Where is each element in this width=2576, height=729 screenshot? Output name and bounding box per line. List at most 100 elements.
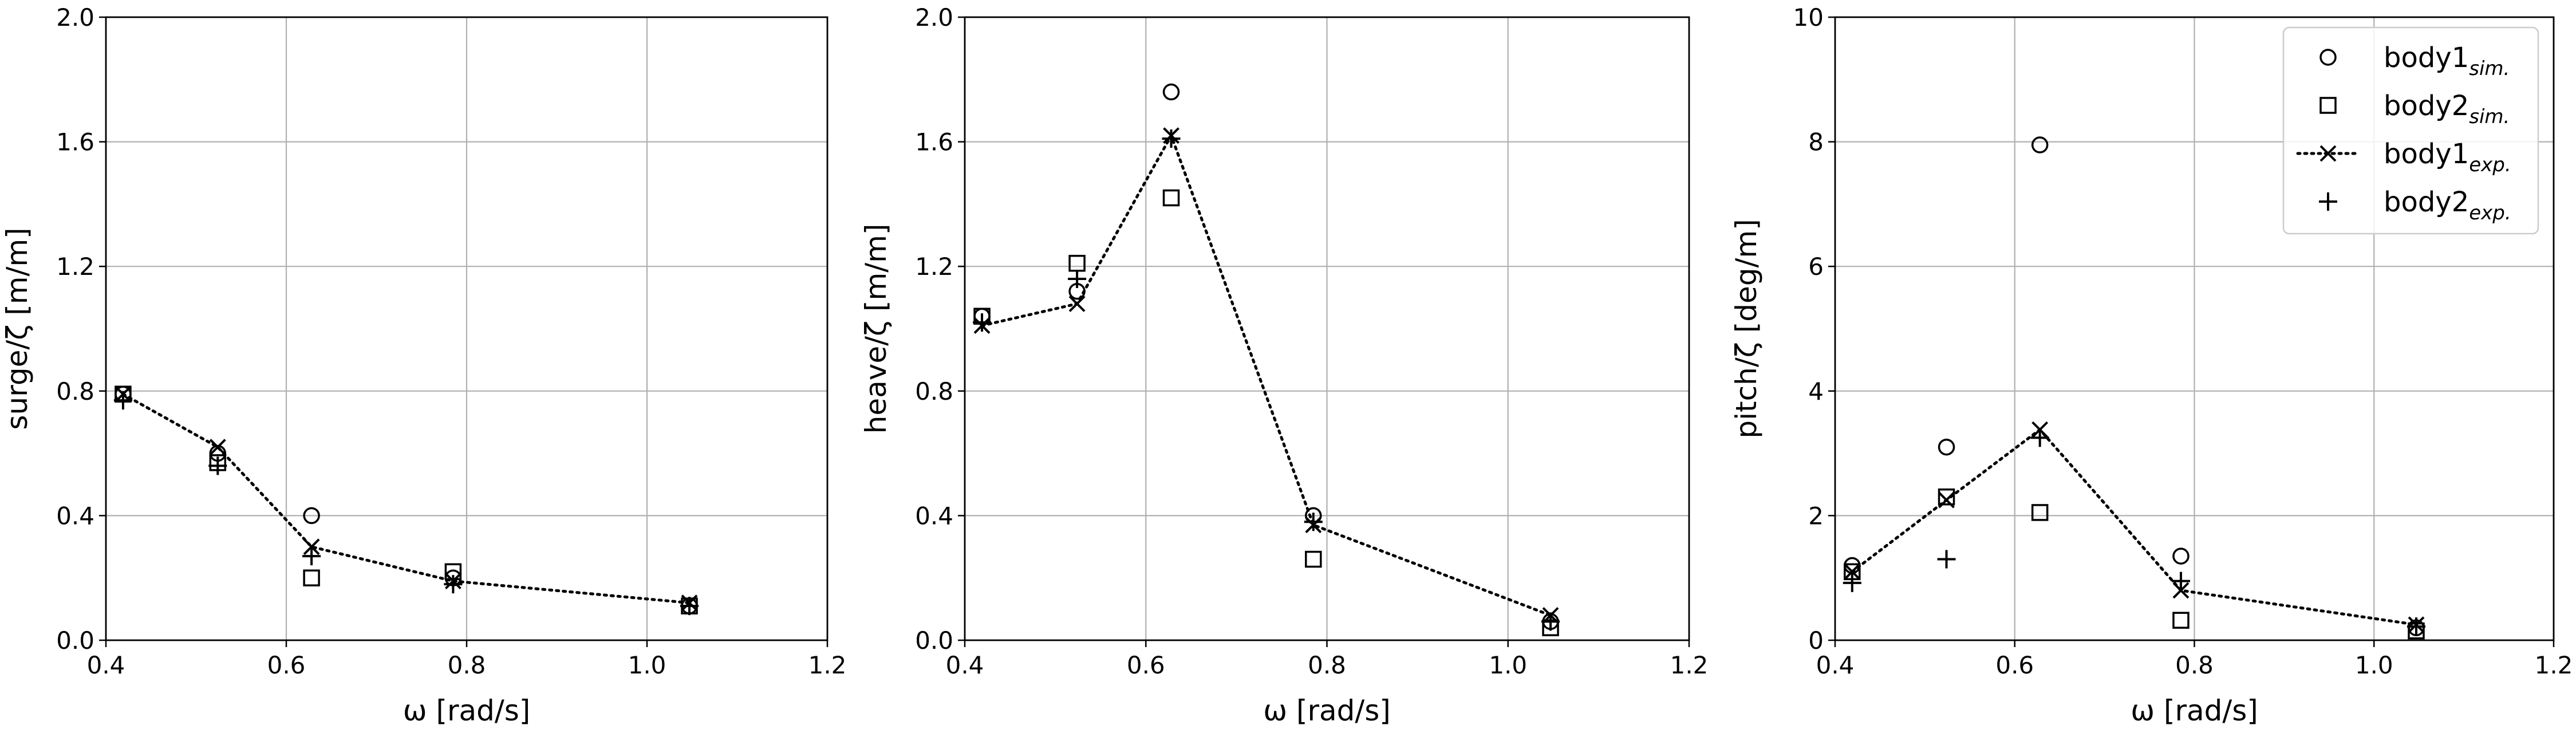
x-tick-label: 0.4 [946,651,984,679]
data-point-circle [2031,136,2049,153]
data-point-circle [2172,547,2190,565]
series-line [121,392,691,605]
y-tick-label: 0.8 [915,377,953,405]
legend-entry: body1exp. [2296,138,2511,176]
plot-frame [105,16,829,641]
chart-panel-3: 0.4 0.6 0.8 1.0 1.2 0 2 4 6 8 10 ω [rad/s] pitch/ζ [… [1730,3,2573,727]
x-axis-label: ω [rad/s] [1263,694,1391,727]
x-tick-label: 0.6 [1995,651,2034,679]
chart-panel-1: 0.4 0.6 0.8 1.0 1.20.00.40.81.21.62.0ω [rad/… [1,3,846,727]
data-point-plus [113,391,132,410]
data-point-x [1844,563,1861,580]
legend-label-subscript: exp. [2469,202,2511,224]
data-point-plus [1937,550,1956,569]
series-line [1851,427,2418,626]
y-tick-label: 0 [1808,626,1824,655]
series-square [115,385,698,614]
data-point-square [1938,488,1955,506]
x-tick-label: 0.6 [1127,651,1165,679]
y-tick-label: 1.6 [915,128,953,156]
data-point-square [303,569,320,586]
series-x [115,385,698,612]
legend-label: body2sim. [2384,90,2510,128]
legend-marker-plus [2319,192,2337,211]
y-tick-label: 2.0 [56,3,94,31]
y-tick-label: 6 [1808,253,1824,281]
legend-label-subscript: sim. [2469,105,2510,128]
x-tick-label: 1.0 [1489,651,1527,679]
y-tick-label: 2 [1808,502,1824,530]
legend-label-base: body2 [2384,90,2469,122]
series-square [973,189,1559,636]
plot-frame [964,16,1690,641]
x-tick-label: 0.4 [87,651,125,679]
data-point-circle [303,507,320,525]
x-axis-label: ω [rad/s] [403,694,531,727]
legend-label: body2exp. [2384,186,2511,224]
data-point-plus [1162,129,1181,148]
x-axis-label: ω [rad/s] [2131,694,2258,727]
data-point-plus [302,547,321,566]
y-tick-label: 8 [1808,128,1824,156]
data-point-x [303,538,320,555]
y-tick-label: 0.0 [56,626,94,655]
legend-marker-circle [2319,49,2337,66]
y-tick-label: 1.2 [56,253,94,281]
legend-marker-square [2319,97,2337,114]
series-plus [1843,428,2425,636]
x-tick-label: 0.4 [1816,651,1855,679]
series-x [1844,421,2425,633]
data-point-plus [973,313,992,332]
y-tick-label: 2.0 [915,3,953,31]
chart-panel-2: 0.4 0.6 0.8 1.0 1.20.00.40.81.21.62.0ω [rad/… [859,3,1708,727]
data-point-x [1938,491,1955,509]
legend-entry: body1sim. [2319,42,2510,80]
y-tick-label: 1.6 [56,128,94,156]
data-point-plus [2407,617,2425,636]
legend-marker-x [2319,145,2337,162]
y-tick-label: 0.8 [56,377,94,405]
data-point-plus [1541,612,1560,631]
legend: body1sim.body2sim.body1exp.body2exp. [2282,26,2539,235]
y-tick-label: 1.2 [915,253,953,281]
x-tick-label: 0.8 [1308,651,1346,679]
x-tick-label: 0.6 [267,651,306,679]
y-tick-label: 4 [1808,377,1824,405]
series-x [973,127,1559,624]
data-point-circle [1162,83,1180,101]
legend-label-base: body1 [2384,42,2469,74]
legend-entry: body2sim. [2319,90,2510,128]
data-point-x [209,439,226,456]
y-axis-label: surge/ζ [m/m] [1,227,34,429]
x-tick-label: 1.2 [808,651,847,679]
legend-label-base: body2 [2384,186,2469,218]
data-point-square [1068,255,1086,272]
x-tick-label: 0.8 [448,651,486,679]
y-tick-label: 0.4 [915,502,953,530]
data-point-square [2031,504,2049,521]
data-point-plus [208,456,227,475]
series-line [980,132,1552,617]
y-tick-label: 10 [1793,3,1824,31]
data-point-plus [680,597,699,616]
series-circle [973,83,1559,631]
legend-label: body1sim. [2384,42,2510,80]
y-axis-label: heave/ζ [m/m] [859,224,893,434]
series-circle [115,385,698,614]
legend-label-subscript: sim. [2469,57,2510,80]
data-point-plus [1843,573,1861,592]
legend-box [2282,26,2539,235]
data-point-plus [2030,428,2049,447]
plot-frame [1834,16,2555,641]
data-point-x [2172,582,2190,599]
data-point-plus [444,575,463,594]
legend-entry: body2exp. [2319,186,2511,224]
x-tick-label: 1.2 [2535,651,2573,679]
x-tick-label: 1.2 [1670,651,1709,679]
data-point-plus [1068,269,1087,288]
legend-label-base: body1 [2384,138,2469,170]
data-point-x [1068,295,1086,312]
data-point-plus [2171,572,2190,590]
data-point-square [1162,189,1180,207]
